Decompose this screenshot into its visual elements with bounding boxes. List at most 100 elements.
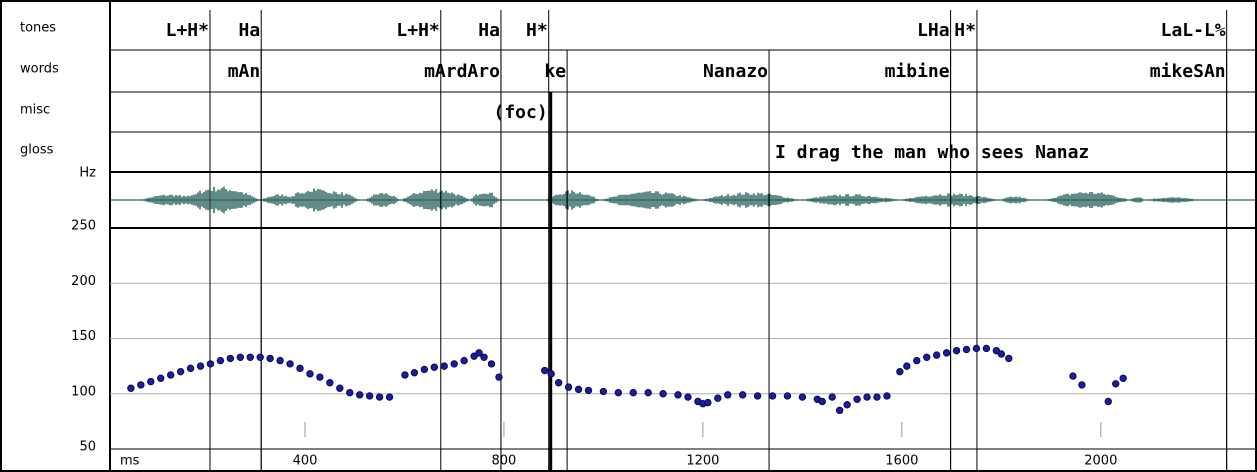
waveform [111, 186, 1255, 214]
f0-point [818, 397, 826, 406]
f0-point [614, 388, 623, 397]
f0-point [1069, 372, 1077, 380]
f0-point [1104, 397, 1112, 406]
f0-point [659, 390, 667, 398]
f0-point [326, 379, 334, 387]
y-tick-label: 200 [71, 274, 96, 289]
f0-point [137, 381, 145, 389]
tier-label: (foc) [494, 102, 548, 123]
f0-point [863, 393, 871, 401]
f0-point [547, 370, 555, 378]
tier-label: LHa [917, 20, 950, 41]
f0-point [629, 388, 637, 397]
f0-point [306, 370, 314, 378]
f0-point [470, 352, 478, 360]
f0-point [410, 369, 419, 377]
f0-point [236, 353, 245, 361]
tier-name: tones [20, 21, 56, 36]
f0-point [296, 364, 304, 373]
f0-point [147, 377, 155, 386]
plot-layer [110, 49, 1255, 450]
tier-name: misc [20, 103, 50, 118]
tier-label: Ha [478, 20, 500, 41]
f0-point [256, 353, 264, 361]
x-tick-label: 2000 [1084, 454, 1117, 469]
f0-point [835, 406, 844, 415]
f0-point [216, 356, 225, 365]
tier-label: L+H* [396, 20, 439, 41]
f0-point [828, 393, 836, 401]
f0-point [401, 371, 409, 379]
f0-point [346, 388, 354, 397]
x-tick-label: 1600 [885, 454, 918, 469]
f0-point [196, 362, 205, 370]
tier-label: L+H* [166, 20, 209, 41]
f0-point [952, 346, 961, 355]
f0-point [246, 353, 254, 361]
tier-label: mikeSAn [1150, 61, 1226, 82]
f0-point [385, 393, 394, 401]
f0-point [982, 344, 991, 353]
f0-point [923, 353, 931, 361]
f0-point [495, 373, 503, 381]
f0-point [430, 363, 439, 371]
f0-point [599, 387, 608, 396]
f0-point [355, 391, 364, 399]
x-tick-label: 800 [492, 454, 517, 469]
tier-name: words [20, 62, 59, 77]
f0-point [768, 392, 777, 400]
f0-point [564, 383, 573, 391]
f0-point [738, 391, 747, 399]
f0-point [157, 374, 165, 382]
y-axis-label: Hz [79, 166, 96, 181]
f0-point [997, 350, 1006, 358]
f0-point [714, 394, 722, 402]
x-axis-label: ms [120, 454, 140, 469]
f0-point [896, 367, 904, 376]
y-tick-label: 100 [71, 384, 96, 399]
f0-point [176, 367, 185, 376]
y-tick-label: 150 [71, 329, 96, 344]
f0-point [226, 354, 235, 363]
gloss-text: I drag the man who sees Nanaz [775, 142, 1089, 163]
f0-point [992, 346, 1001, 355]
tier-label: Nanazo [703, 61, 768, 82]
tier-label: H* [954, 20, 976, 41]
f0-point [972, 344, 981, 353]
tier-name: gloss [20, 143, 54, 158]
f0-point [541, 366, 549, 375]
f0-point [127, 384, 135, 392]
tier-label: ke [544, 61, 566, 82]
f0-point [276, 356, 284, 365]
f0-point [1078, 381, 1086, 389]
f0-point [487, 360, 496, 368]
f0-point [1119, 374, 1127, 382]
y-tick-label: 50 [79, 440, 96, 455]
tier-label: mibine [885, 61, 950, 82]
f0-point [962, 345, 971, 354]
f0-point [186, 364, 195, 373]
x-tick-label: 400 [293, 454, 318, 469]
tier-label: H* [526, 20, 548, 41]
f0-point [336, 384, 344, 392]
f0-point [913, 356, 921, 365]
y-tick-label: 250 [71, 219, 96, 234]
f0-point [166, 371, 175, 379]
f0-point [206, 360, 215, 368]
tier-layer: L+H* Ha L+H* Ha H* LHa H* LaL-L%mAn mArdAro ke Nan… [166, 10, 1228, 470]
f0-point [480, 353, 488, 361]
f0-point [450, 360, 458, 368]
f0-point [942, 349, 951, 357]
f0-point [554, 379, 563, 387]
f0-point [365, 392, 374, 400]
f0-point [266, 354, 274, 363]
f0-point [853, 395, 861, 403]
f0-point [798, 393, 807, 401]
tier-label: LaL-L% [1161, 20, 1226, 41]
f0-point [460, 356, 468, 365]
f0-point [574, 385, 583, 394]
f0-point [753, 392, 762, 400]
f0-point [903, 362, 911, 370]
